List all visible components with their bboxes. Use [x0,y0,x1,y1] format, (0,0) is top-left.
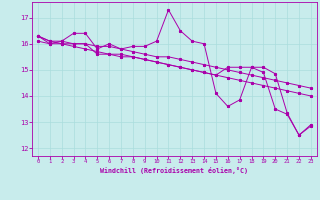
X-axis label: Windchill (Refroidissement éolien,°C): Windchill (Refroidissement éolien,°C) [100,167,248,174]
